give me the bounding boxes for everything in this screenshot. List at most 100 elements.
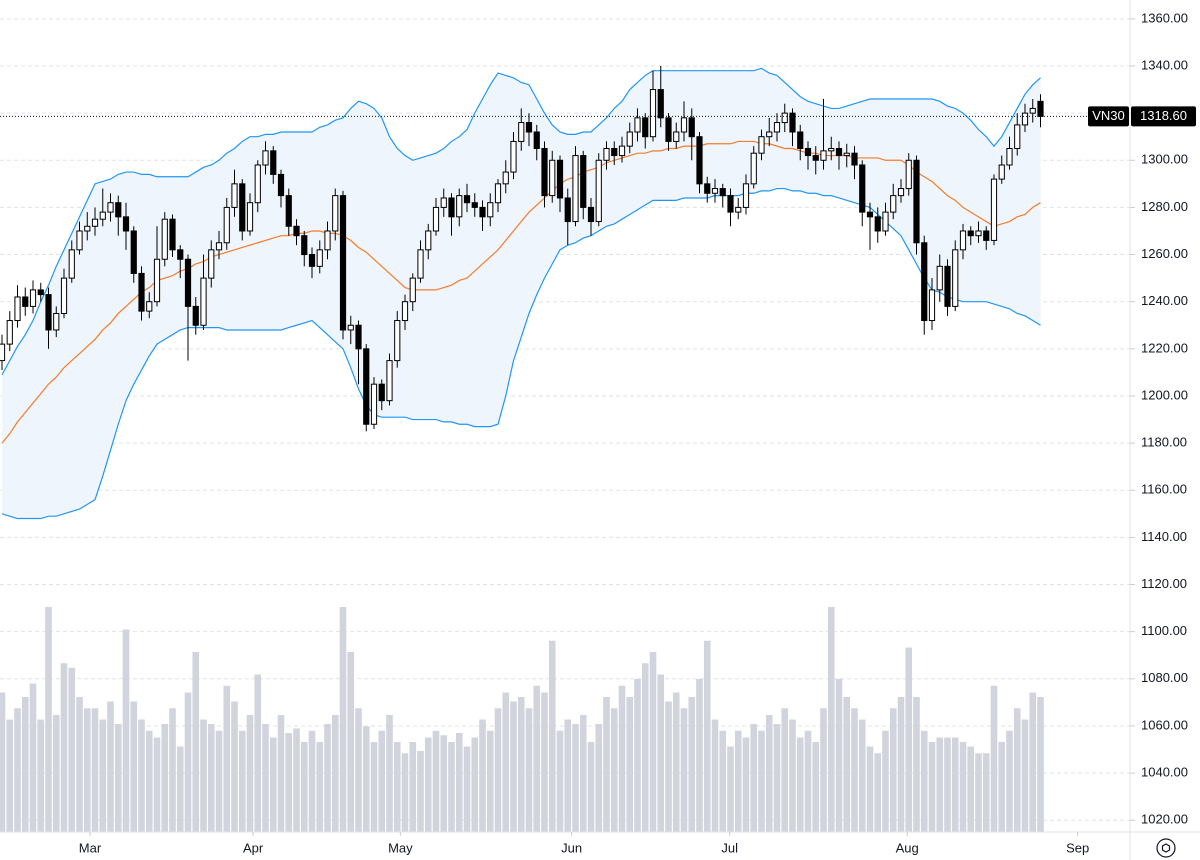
volume-bar xyxy=(517,697,525,832)
volume-bar xyxy=(781,708,789,832)
candle-body xyxy=(828,147,835,152)
volume-bar xyxy=(913,697,920,832)
volume-layer xyxy=(0,607,1044,832)
volume-bar xyxy=(254,674,262,832)
candle-body xyxy=(959,230,967,251)
candle-body xyxy=(510,140,517,173)
volume-bar xyxy=(293,728,300,832)
volume-bar xyxy=(564,719,572,832)
y-tick-label: 1260.00 xyxy=(1141,246,1188,261)
volume-bar xyxy=(502,692,510,832)
y-tick-label: 1020.00 xyxy=(1141,812,1188,827)
candle-body xyxy=(487,202,494,218)
volume-bar xyxy=(285,733,293,832)
candle-body xyxy=(138,272,145,312)
candle-body xyxy=(758,136,765,154)
candle-body xyxy=(270,150,277,175)
candle-body xyxy=(146,301,153,312)
candle-body xyxy=(626,131,633,147)
candle-body xyxy=(657,89,664,119)
volume-bar xyxy=(649,652,657,832)
volume-bar xyxy=(920,730,928,832)
settings-button[interactable] xyxy=(1156,838,1176,858)
volume-bar xyxy=(595,724,603,832)
volume-bar xyxy=(641,663,649,832)
volume-bar xyxy=(796,737,804,832)
volume-bar xyxy=(494,708,502,832)
candle-body xyxy=(239,183,246,232)
candle-body xyxy=(293,225,300,237)
volume-bar xyxy=(331,715,339,832)
candle-body xyxy=(378,383,385,402)
y-tick-label: 1040.00 xyxy=(1141,765,1188,780)
candle-body xyxy=(0,343,6,362)
candle-body xyxy=(719,188,726,197)
volume-bar xyxy=(176,746,184,832)
volume-bar xyxy=(114,724,122,832)
volume-bar xyxy=(440,735,448,832)
volume-bar xyxy=(308,730,316,832)
y-tick-label: 1200.00 xyxy=(1141,387,1188,402)
last-price-tag xyxy=(1131,106,1196,127)
candle-body xyxy=(1037,100,1044,117)
band-lower xyxy=(1,187,1041,520)
candle-body xyxy=(200,277,207,326)
candle-body xyxy=(332,195,339,232)
volume-bar xyxy=(750,724,758,832)
candle-body xyxy=(463,195,471,204)
candle-body xyxy=(572,155,579,223)
candle-body xyxy=(649,89,657,138)
volume-bar xyxy=(610,708,618,832)
candle-body xyxy=(68,249,75,279)
volume-bar xyxy=(548,640,556,832)
candle-body xyxy=(882,211,889,232)
candle-body xyxy=(665,117,672,142)
band-layer xyxy=(1,67,1041,520)
candle-body xyxy=(84,225,91,232)
candle-body xyxy=(316,249,323,267)
candle-body xyxy=(262,150,269,166)
candle-body xyxy=(324,230,331,251)
candle-body xyxy=(45,294,52,331)
candle-body xyxy=(944,265,951,307)
x-tick-label: Jun xyxy=(561,840,582,855)
volume-bar xyxy=(944,737,951,832)
candle-body xyxy=(432,206,440,232)
candle-body xyxy=(797,131,804,149)
candle-body xyxy=(1029,107,1036,114)
volume-bar xyxy=(951,737,959,832)
y-tick-label: 1240.00 xyxy=(1141,293,1188,308)
volume-bar xyxy=(432,730,440,832)
candle-body xyxy=(773,122,781,133)
volume-bar xyxy=(316,742,324,832)
y-tick-label: 1140.00 xyxy=(1141,529,1187,544)
candle-body xyxy=(394,320,401,362)
candle-body xyxy=(990,178,998,241)
volume-bar xyxy=(347,652,355,832)
volume-bar xyxy=(169,708,176,832)
volume-bar xyxy=(0,692,6,832)
volume-bar xyxy=(719,730,727,832)
volume-bar xyxy=(238,730,246,832)
candle-body xyxy=(130,230,137,274)
volume-bar xyxy=(223,685,231,832)
volume-bar xyxy=(928,742,936,832)
volume-bar xyxy=(626,697,634,832)
candle-body xyxy=(750,152,757,185)
candle-body xyxy=(820,150,827,161)
volume-bar xyxy=(905,647,913,832)
candle-body xyxy=(285,195,292,227)
candle-body xyxy=(401,301,409,322)
candle-body xyxy=(53,312,60,331)
volume-bar xyxy=(982,753,990,832)
candle-body xyxy=(541,147,548,197)
volume-bar xyxy=(45,607,52,832)
volume-bar xyxy=(587,742,595,832)
y-tick-label: 1280.00 xyxy=(1141,199,1188,214)
volume-bar xyxy=(76,697,83,832)
volume-bar xyxy=(324,724,331,832)
candle-body xyxy=(22,296,29,307)
candle-body xyxy=(952,249,959,307)
candle-body xyxy=(913,159,920,244)
volume-bar xyxy=(207,724,215,832)
